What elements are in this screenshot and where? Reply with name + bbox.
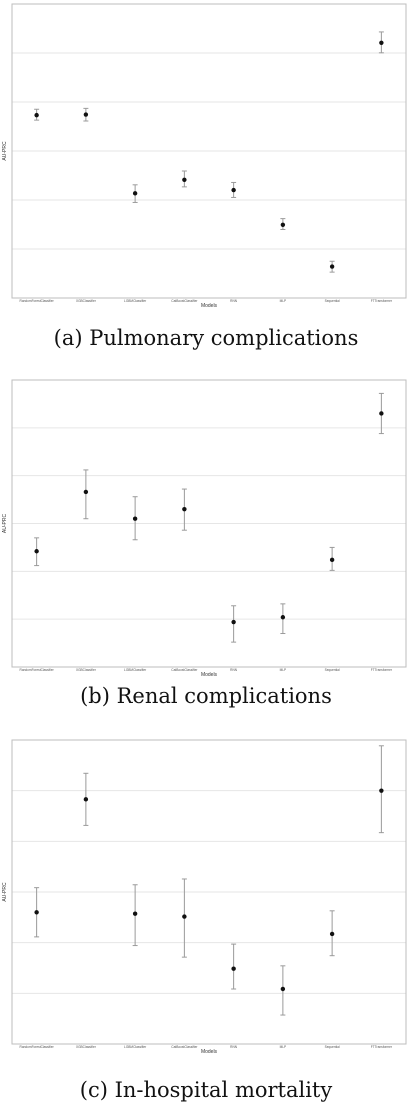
x-tick-label: MLP (280, 668, 287, 672)
data-point (280, 615, 286, 620)
data-point (83, 489, 89, 495)
data-point (83, 112, 89, 117)
chart-in-hospital-mortality: AU-PRC Models RandomForestClassifier XGBCla… (2, 739, 407, 1055)
data-point (182, 914, 187, 919)
chart-renal-complications: AU-PRC Models RandomForestClassifier XGBCla… (2, 379, 407, 678)
data-point (182, 177, 187, 183)
x-tick-label: LGBMClassifier (124, 299, 147, 303)
x-axis-label: Models (201, 303, 218, 309)
data-point (34, 549, 39, 554)
data-point (231, 619, 236, 625)
x-tick-label: XGBClassifier (76, 1045, 97, 1049)
data-point (280, 986, 286, 992)
x-tick-label: RNN (230, 668, 238, 672)
data-point (132, 516, 138, 521)
data-point (231, 966, 236, 971)
caption-pulmonary: (a) Pulmonary complications (53, 326, 359, 350)
plot-frame (11, 379, 407, 668)
data-point (379, 788, 384, 793)
data-point (379, 411, 384, 416)
x-tick-label: Sequential (325, 1045, 340, 1049)
data-point (132, 911, 138, 916)
x-tick-label: LGBMClassifier (124, 668, 147, 672)
plot-frame (11, 739, 407, 1045)
x-axis-label: Models (201, 1049, 218, 1055)
data-point (34, 910, 39, 915)
caption-mortality: (c) In-hospital mortality (79, 1078, 333, 1102)
x-tick-label: XGBClassifier (76, 299, 97, 303)
data-point (329, 557, 335, 563)
y-axis-label: AU-PRC (2, 141, 8, 161)
x-tick-label: CatBoostClassifier (171, 668, 198, 672)
x-tick-label: MLP (280, 1045, 287, 1049)
x-tick-label: FTTransformer (371, 299, 393, 303)
x-tick-label: RandomForestClassifier (20, 1045, 55, 1049)
x-tick-label: FTTransformer (371, 668, 393, 672)
data-point (231, 187, 236, 193)
data-point (83, 797, 89, 802)
x-tick-label: CatBoostClassifier (171, 299, 198, 303)
x-tick-label: CatBoostClassifier (171, 1045, 198, 1049)
data-point (182, 506, 187, 512)
y-axis-label: AU-PRC (2, 514, 8, 534)
data-point (329, 264, 335, 269)
x-tick-label: RandomForestClassifier (20, 668, 55, 672)
chart-pulmonary-complications: AU-PRC Models RandomForestClassifier XGBCla… (2, 3, 407, 309)
figure-panel-mortality: AU-PRC Models RandomForestClassifier XGBCla… (0, 738, 412, 1110)
x-tick-label: RNN (230, 299, 238, 303)
x-tick-label: Sequential (325, 668, 340, 672)
x-tick-label: RandomForestClassifier (20, 299, 55, 303)
figure-panel-pulmonary: AU-PRC Models RandomForestClassifier XGBCla… (0, 0, 412, 372)
x-axis-label: Models (201, 672, 218, 678)
figure-panel-renal: AU-PRC Models RandomForestClassifier XGBCla… (0, 372, 412, 738)
data-point (34, 112, 39, 118)
x-tick-label: FTTransformer (371, 1045, 393, 1049)
x-tick-label: Sequential (325, 299, 340, 303)
x-tick-label: RNN (230, 1045, 238, 1049)
data-point (132, 191, 138, 196)
y-axis-label: AU-PRC (2, 882, 8, 902)
plot-frame (11, 3, 407, 299)
x-tick-label: XGBClassifier (76, 668, 97, 672)
data-point (280, 222, 286, 227)
caption-renal: (b) Renal complications (80, 684, 332, 708)
data-point (329, 931, 335, 937)
x-tick-label: MLP (280, 299, 287, 303)
data-point (379, 40, 384, 46)
x-tick-label: LGBMClassifier (124, 1045, 147, 1049)
